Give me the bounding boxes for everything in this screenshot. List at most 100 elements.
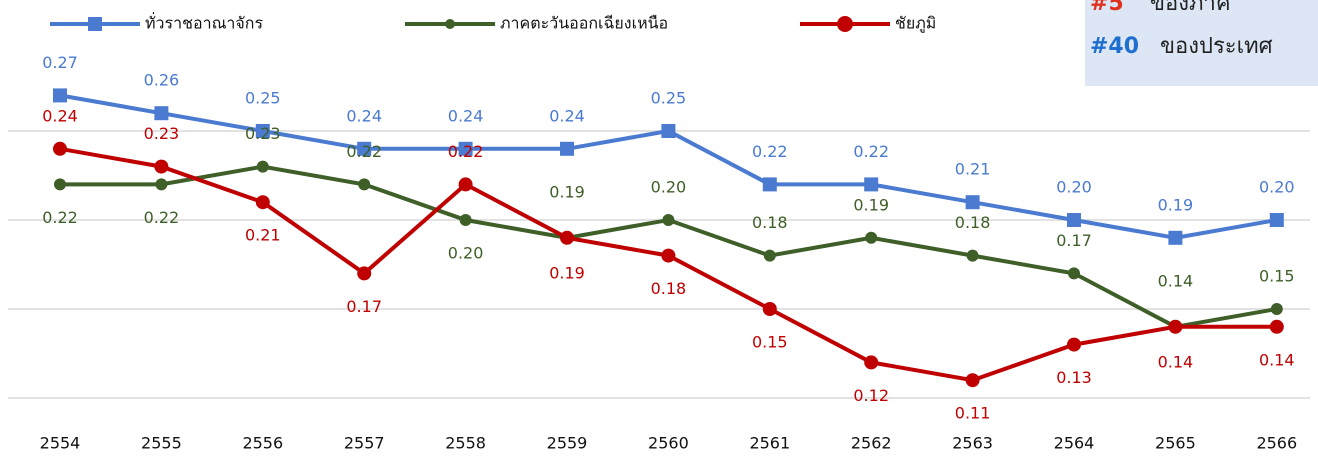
data-label: 0.23 — [144, 124, 180, 143]
point — [54, 178, 66, 191]
point — [1269, 319, 1284, 334]
data-label: 0.22 — [346, 142, 382, 161]
point — [560, 230, 574, 245]
data-label: 0.24 — [346, 106, 382, 125]
x-tick-label: 2566 — [1256, 434, 1297, 453]
point — [1067, 337, 1081, 352]
point — [1068, 267, 1080, 280]
x-tick-label: 2558 — [445, 434, 486, 453]
data-label: 0.27 — [42, 53, 78, 72]
data-label: 0.19 — [1158, 195, 1194, 214]
data-label: 0.25 — [651, 89, 687, 108]
data-label: 0.15 — [1259, 267, 1295, 286]
data-label: 0.20 — [448, 244, 484, 263]
point — [255, 124, 270, 138]
point — [762, 302, 777, 316]
data-label: 0.18 — [651, 279, 687, 298]
point — [864, 177, 879, 192]
x-tick-label: 2563 — [952, 434, 993, 453]
point — [255, 195, 270, 210]
data-label: 0.11 — [955, 404, 991, 423]
data-label: 0.14 — [1158, 352, 1194, 371]
legend-label: ภาคตะวันออกเฉียงเหนือ — [500, 14, 668, 33]
data-label: 0.22 — [144, 208, 180, 227]
point — [458, 177, 473, 192]
x-tick-label: 2560 — [648, 434, 689, 453]
data-label: 0.17 — [346, 297, 382, 316]
data-label: 0.24 — [448, 106, 484, 125]
x-tick-label: 2555 — [141, 434, 182, 453]
point — [560, 141, 574, 156]
data-label: 0.15 — [752, 333, 788, 352]
point — [661, 124, 676, 138]
data-label: 0.22 — [42, 208, 78, 227]
point — [1269, 213, 1284, 227]
point — [53, 88, 67, 103]
x-tick-label: 2556 — [242, 434, 283, 453]
data-label: 0.24 — [42, 106, 78, 125]
data-label: 0.24 — [549, 106, 585, 125]
x-tick-label: 2557 — [344, 434, 385, 453]
point — [1168, 230, 1183, 245]
point — [1168, 319, 1183, 334]
point — [1067, 213, 1081, 227]
point — [864, 355, 879, 370]
point — [53, 141, 67, 156]
point — [154, 106, 169, 121]
legend-label: ทั่วราชอาณาจักร — [145, 12, 263, 33]
point — [1270, 303, 1283, 315]
x-tick-label: 2561 — [749, 434, 790, 453]
point — [965, 373, 980, 388]
point — [155, 178, 168, 191]
data-label: 0.23 — [245, 124, 281, 143]
point — [458, 141, 473, 156]
point — [965, 195, 980, 210]
country-rank-text: ของประเทศ — [1160, 34, 1273, 59]
point — [865, 231, 878, 244]
data-label: 0.22 — [752, 142, 788, 161]
x-tick-label: 2564 — [1054, 434, 1095, 453]
legend-marker — [837, 16, 853, 32]
data-label: 0.22 — [448, 142, 484, 161]
point — [662, 214, 675, 226]
data-label: 0.18 — [955, 213, 991, 232]
data-label: 0.19 — [549, 182, 585, 201]
country-rank: #40 — [1090, 34, 1139, 59]
data-label: 0.20 — [651, 178, 687, 197]
point — [966, 249, 979, 262]
rank-box — [1085, 0, 1318, 86]
x-tick-label: 2559 — [547, 434, 588, 453]
data-label: 0.19 — [549, 263, 585, 282]
legend-label: ชัยภูมิ — [895, 14, 936, 34]
point — [357, 141, 372, 156]
data-label: 0.17 — [1056, 231, 1092, 250]
data-label: 0.25 — [245, 89, 281, 108]
data-label: 0.20 — [1056, 178, 1092, 197]
point — [762, 177, 777, 192]
data-label: 0.19 — [853, 195, 889, 214]
data-label: 0.14 — [1158, 271, 1194, 290]
point — [661, 248, 676, 263]
point — [154, 159, 169, 174]
point — [459, 214, 472, 226]
data-label: 0.21 — [955, 160, 991, 179]
x-tick-label: 2565 — [1155, 434, 1196, 453]
x-tick-label: 2562 — [851, 434, 892, 453]
legend-marker — [88, 17, 102, 31]
region-rank: #5 — [1090, 0, 1124, 16]
point — [357, 266, 372, 281]
point — [763, 249, 776, 262]
point — [256, 160, 269, 173]
data-label: 0.13 — [1056, 368, 1092, 387]
data-label: 0.20 — [1259, 178, 1295, 197]
data-label: 0.18 — [752, 213, 788, 232]
data-label: 0.22 — [853, 142, 889, 161]
data-label: 0.21 — [245, 226, 281, 245]
data-label: 0.26 — [144, 71, 180, 90]
point — [358, 178, 371, 191]
legend-marker — [445, 19, 455, 29]
data-label: 0.14 — [1259, 350, 1295, 369]
region-rank-text: ของภาค — [1150, 0, 1231, 16]
data-label: 0.12 — [853, 386, 889, 405]
